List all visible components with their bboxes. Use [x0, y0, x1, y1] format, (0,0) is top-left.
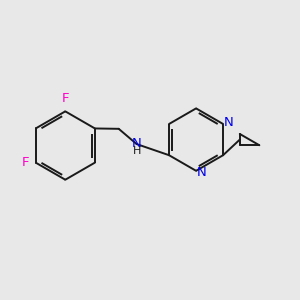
Text: N: N [196, 166, 206, 179]
Text: N: N [224, 116, 233, 129]
Text: H: H [132, 146, 141, 156]
Text: F: F [22, 156, 29, 169]
Text: N: N [132, 137, 142, 150]
Text: F: F [61, 92, 69, 105]
